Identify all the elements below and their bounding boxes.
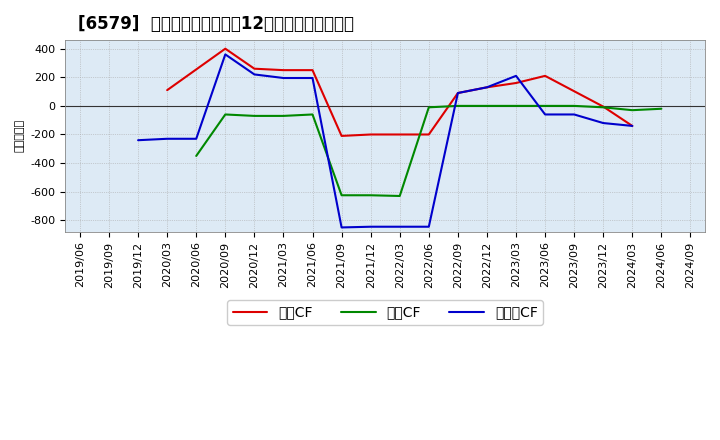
投資CF: [366, 193, 375, 198]
営業CF: [541, 73, 549, 78]
フリーCF: [541, 112, 549, 117]
フリーCF: [134, 138, 143, 143]
投資CF: [599, 105, 608, 110]
Legend: 営業CF, 投資CF, フリーCF: 営業CF, 投資CF, フリーCF: [228, 300, 543, 325]
営業CF: [395, 132, 404, 137]
フリーCF: [163, 136, 171, 141]
Line: 投資CF: 投資CF: [197, 106, 662, 196]
投資CF: [425, 105, 433, 110]
投資CF: [541, 103, 549, 109]
Text: [6579]  キャッシュフローの12か月移動合計の推移: [6579] キャッシュフローの12か月移動合計の推移: [78, 15, 354, 33]
Y-axis label: （百万円）: （百万円）: [15, 119, 25, 153]
投資CF: [221, 112, 230, 117]
フリーCF: [308, 75, 317, 81]
営業CF: [221, 46, 230, 51]
Line: フリーCF: フリーCF: [138, 55, 632, 227]
フリーCF: [425, 224, 433, 229]
営業CF: [163, 88, 171, 93]
投資CF: [482, 103, 491, 109]
営業CF: [308, 67, 317, 73]
営業CF: [628, 123, 636, 128]
フリーCF: [279, 75, 288, 81]
投資CF: [308, 112, 317, 117]
投資CF: [279, 113, 288, 118]
営業CF: [279, 67, 288, 73]
投資CF: [395, 193, 404, 198]
投資CF: [512, 103, 521, 109]
営業CF: [250, 66, 258, 71]
フリーCF: [482, 84, 491, 90]
投資CF: [250, 113, 258, 118]
営業CF: [482, 84, 491, 90]
フリーCF: [454, 90, 462, 95]
フリーCF: [366, 224, 375, 229]
Line: 営業CF: 営業CF: [167, 49, 632, 136]
営業CF: [454, 90, 462, 95]
営業CF: [337, 133, 346, 139]
フリーCF: [250, 72, 258, 77]
投資CF: [657, 106, 666, 111]
営業CF: [425, 132, 433, 137]
営業CF: [599, 104, 608, 109]
フリーCF: [221, 52, 230, 57]
フリーCF: [570, 112, 578, 117]
フリーCF: [192, 136, 201, 141]
営業CF: [366, 132, 375, 137]
投資CF: [337, 193, 346, 198]
投資CF: [454, 103, 462, 109]
投資CF: [570, 103, 578, 109]
投資CF: [192, 153, 201, 158]
営業CF: [512, 81, 521, 86]
投資CF: [628, 107, 636, 113]
フリーCF: [337, 225, 346, 230]
フリーCF: [512, 73, 521, 78]
フリーCF: [599, 121, 608, 126]
フリーCF: [628, 123, 636, 128]
フリーCF: [395, 224, 404, 229]
